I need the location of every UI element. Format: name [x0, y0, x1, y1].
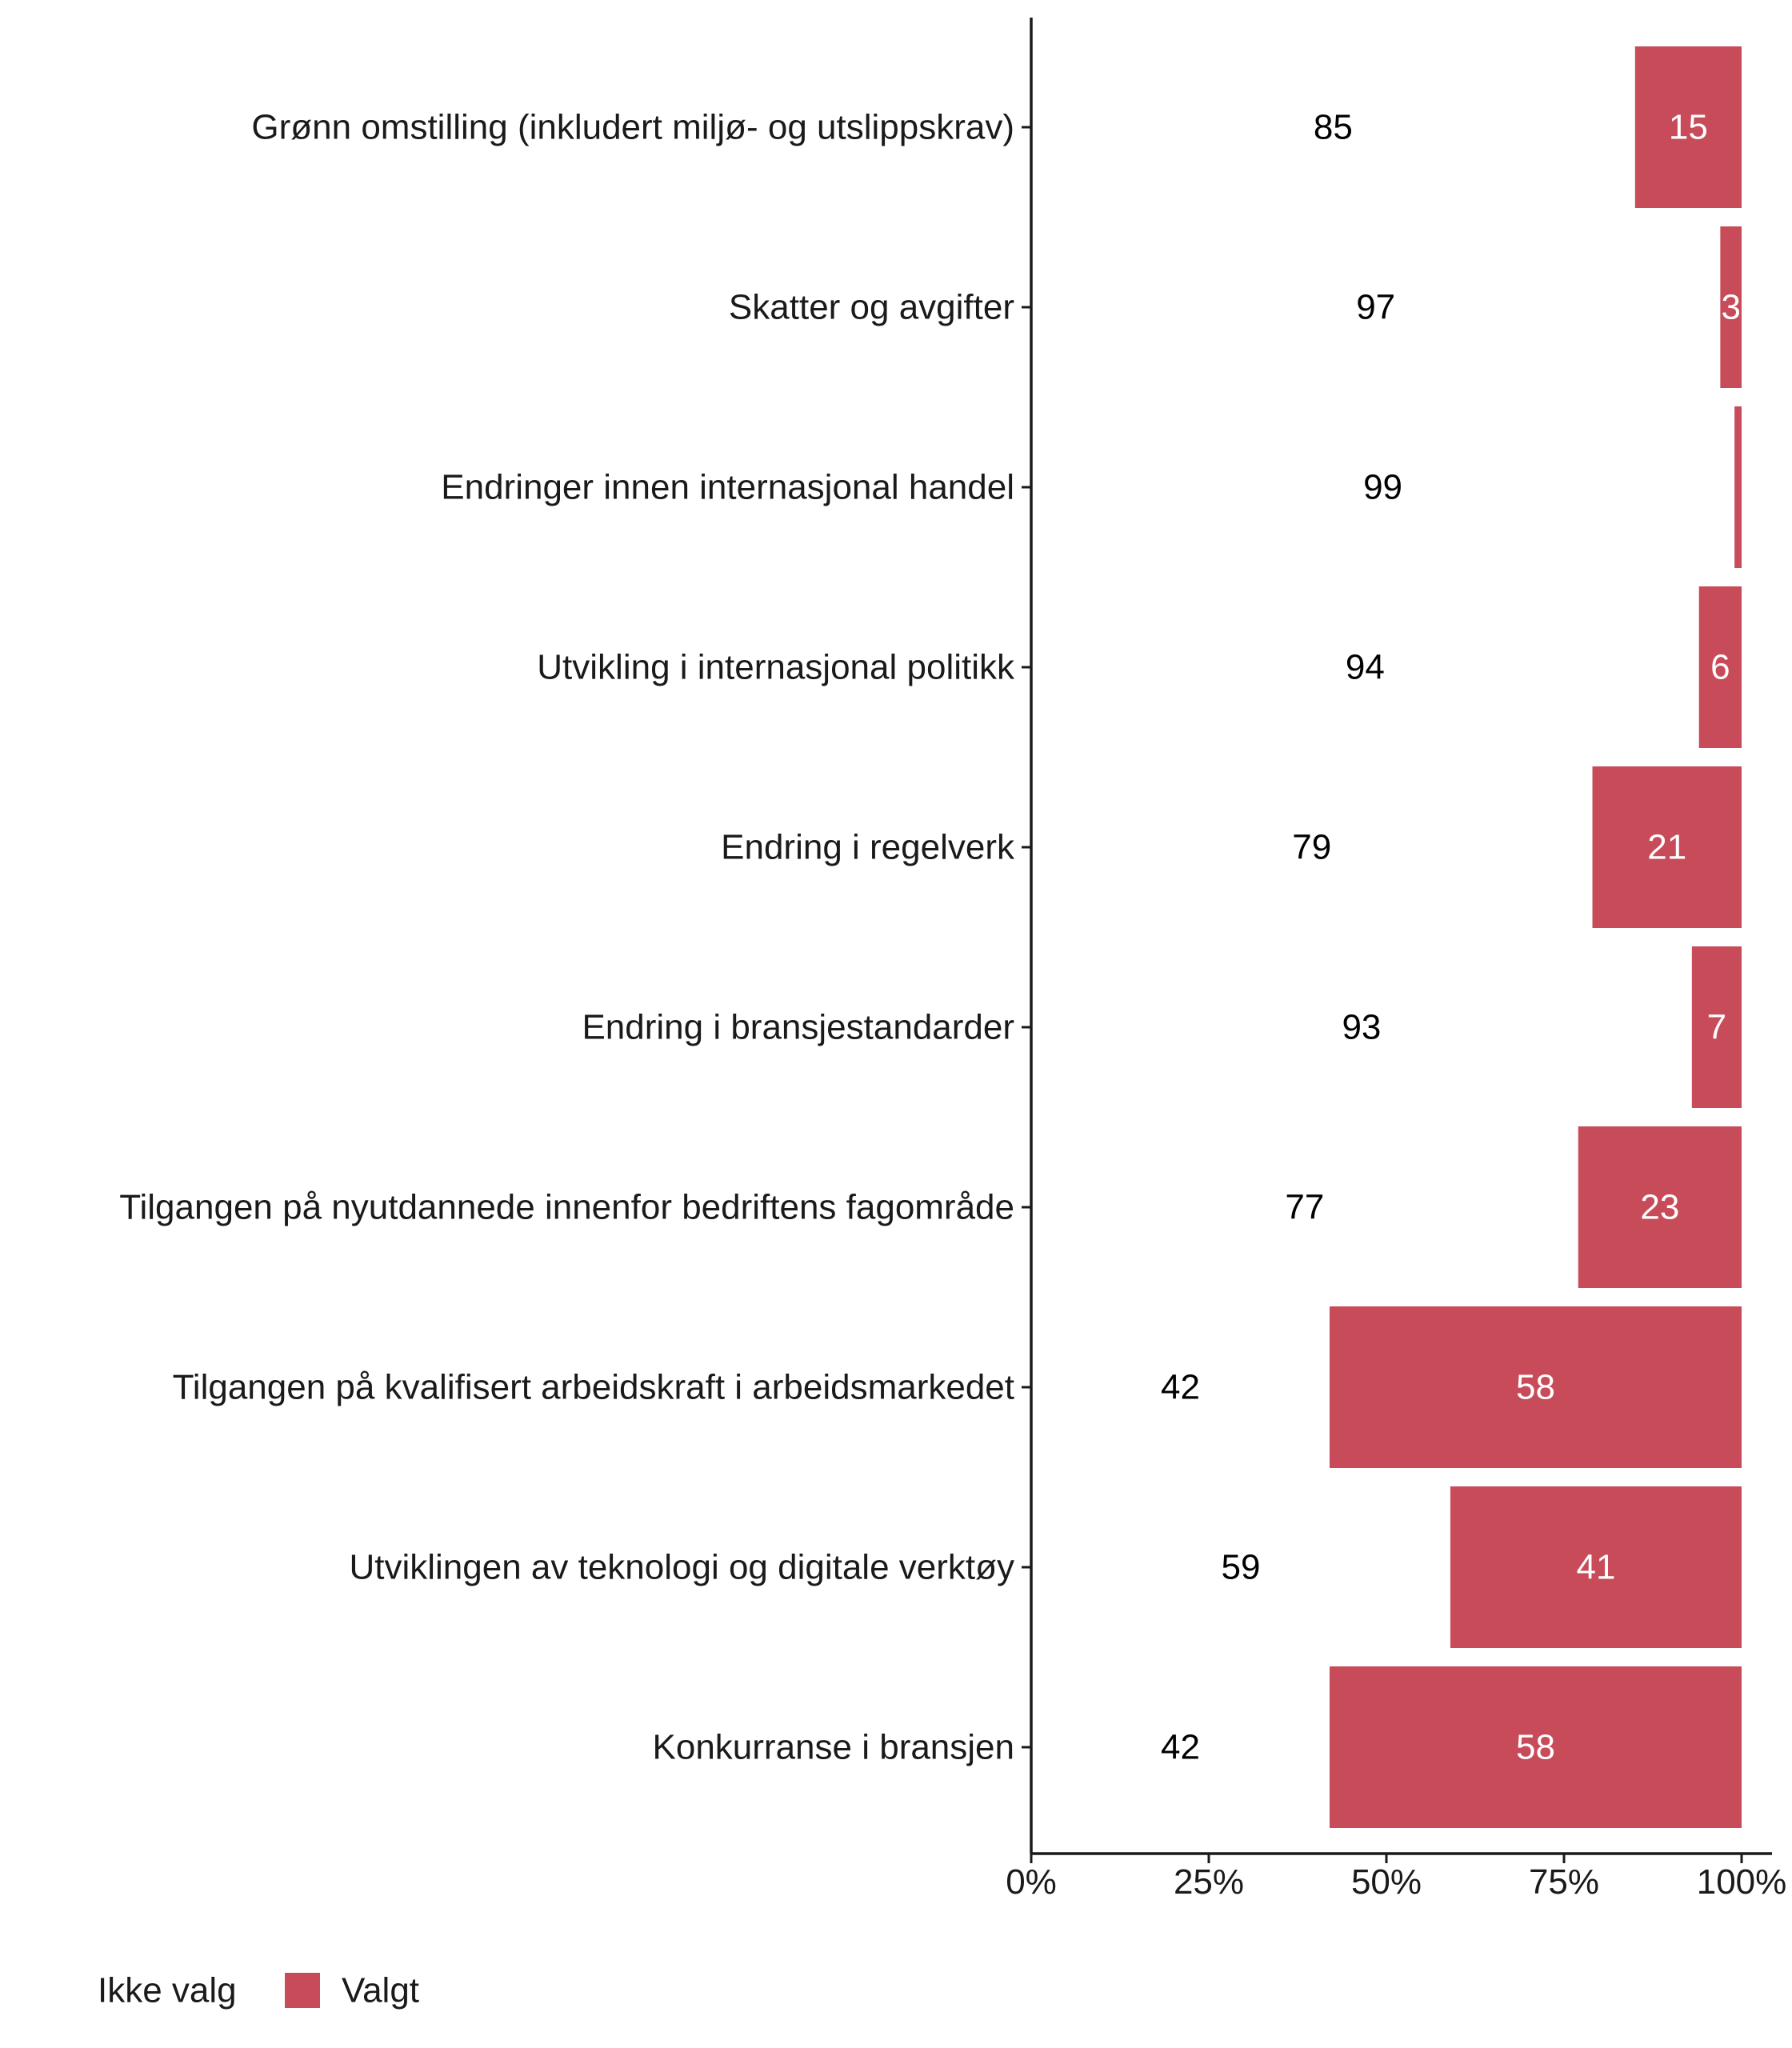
x-tick-label: 25%: [1174, 1862, 1244, 1902]
bar-valgt: [1450, 1486, 1742, 1648]
value-label-valgt: 15: [1669, 108, 1708, 147]
category-label: Endringer innen internasjonal handel: [441, 468, 1014, 507]
value-label-ikke-valgt: 85: [1314, 108, 1353, 147]
value-label-ikke-valgt: 99: [1363, 468, 1402, 507]
bar-valgt: [1578, 1126, 1742, 1288]
x-tick-label: 75%: [1529, 1862, 1599, 1902]
value-label-valgt: 7: [1707, 1008, 1726, 1047]
x-tick-label: 100%: [1697, 1862, 1787, 1902]
category-labels: Grønn omstilling (inkludert miljø- og ut…: [119, 108, 1015, 1767]
x-tick-label: 50%: [1351, 1862, 1422, 1902]
bar-valgt: [1698, 586, 1742, 748]
legend-label-valgt: Valgt: [342, 1971, 419, 2010]
category-label: Tilgangen på kvalifisert arbeidskraft i …: [173, 1368, 1014, 1407]
legend-label-ikke-valgt: Ikke valgt: [98, 1971, 246, 2010]
value-label-ikke-valgt: 97: [1356, 288, 1395, 327]
bar-valgt: [1691, 946, 1742, 1108]
category-label: Konkurranse i bransjen: [653, 1728, 1014, 1767]
value-label-valgt: 6: [1710, 648, 1730, 687]
bar-valgt: [1329, 1306, 1742, 1468]
value-label-ikke-valgt: 93: [1342, 1008, 1381, 1047]
category-label: Endring i regelverk: [721, 828, 1015, 867]
value-label-valgt: 58: [1516, 1728, 1555, 1767]
axes-group: 0% 25% 50% 75% 100%: [1006, 18, 1786, 1902]
category-label: Utviklingen av teknologi og digitale ver…: [349, 1548, 1014, 1587]
legend-swatch-ikke-valgt: [237, 1973, 272, 2008]
bar-valgt: [1592, 766, 1742, 928]
bars-group: [1329, 46, 1742, 1828]
legend-swatch-valgt: [285, 1973, 320, 2008]
value-label-valgt: 3: [1721, 288, 1740, 327]
category-label: Endring i bransjestandarder: [582, 1008, 1014, 1047]
value-label-ikke-valgt: 59: [1221, 1548, 1260, 1587]
value-label-ikke-valgt: 42: [1161, 1368, 1200, 1407]
value-label-ikke-valgt: 79: [1292, 828, 1331, 867]
bar-valgt: [1634, 46, 1742, 208]
category-label: Tilgangen på nyutdannede innenfor bedrif…: [119, 1188, 1014, 1227]
bar-valgt: [1734, 406, 1742, 568]
value-label-valgt: 23: [1640, 1188, 1679, 1227]
bar-valgt: [1720, 226, 1742, 388]
x-tick-label: 0%: [1006, 1862, 1057, 1902]
value-label-valgt: 21: [1647, 828, 1686, 867]
value-label-ikke-valgt: 77: [1285, 1188, 1324, 1227]
legend: Ikke valgt Valgt: [98, 1971, 419, 2010]
value-label-valgt: 58: [1516, 1368, 1555, 1407]
category-label: Skatter og avgifter: [729, 288, 1014, 327]
value-label-ikke-valgt: 94: [1346, 648, 1385, 687]
value-label-ikke-valgt: 42: [1161, 1728, 1200, 1767]
bar-valgt: [1329, 1666, 1742, 1828]
value-label-valgt: 41: [1576, 1548, 1615, 1587]
category-label: Grønn omstilling (inkludert miljø- og ut…: [251, 108, 1014, 147]
category-label: Utvikling i internasjonal politikk: [537, 648, 1015, 687]
